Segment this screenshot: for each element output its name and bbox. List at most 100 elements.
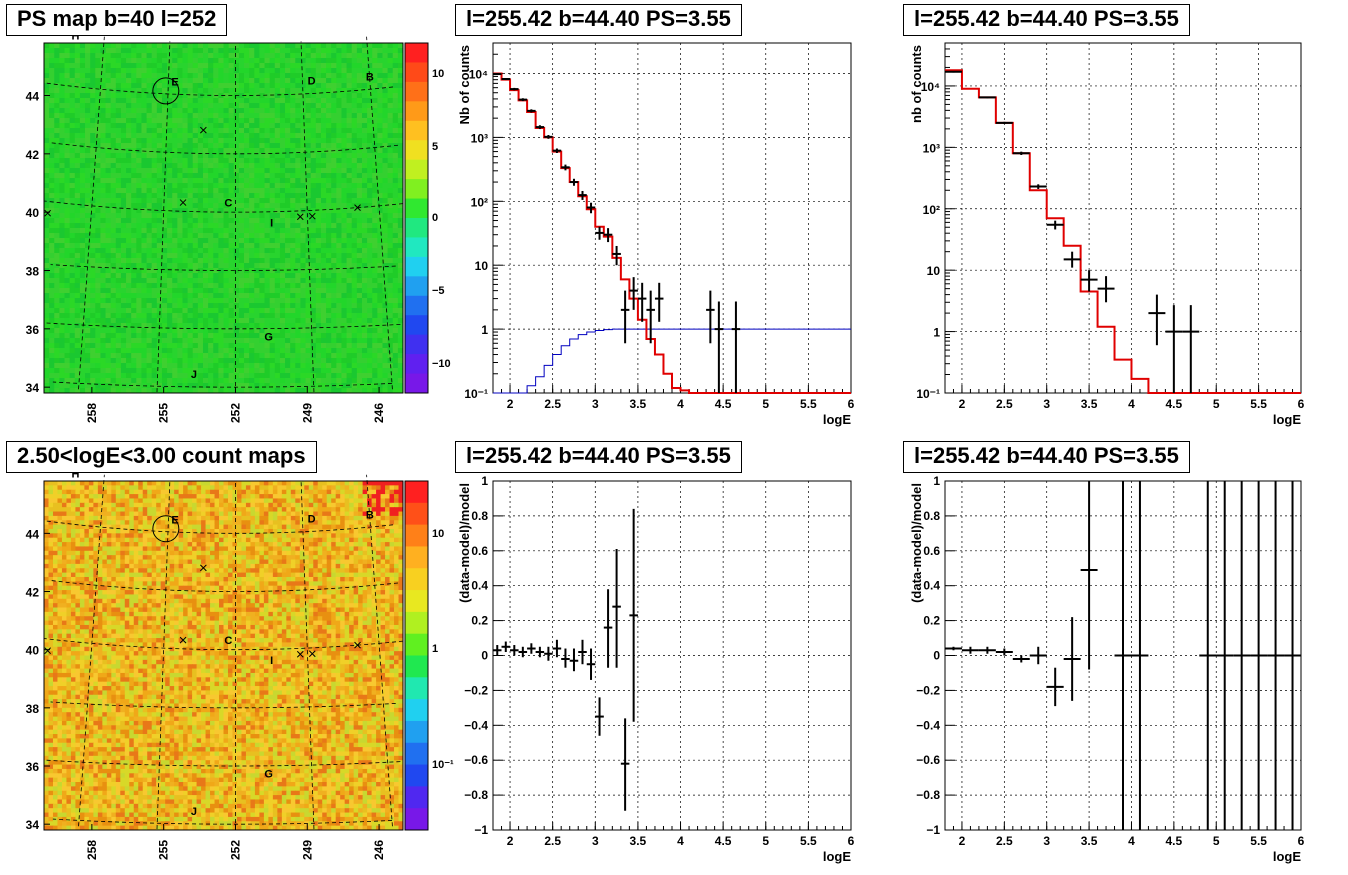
map1-cell [315, 253, 322, 259]
map1-cell [110, 93, 117, 99]
map1-cell [249, 338, 255, 344]
map1-cell [208, 78, 214, 84]
map1-cell [151, 173, 158, 179]
map1-cell [167, 198, 173, 204]
map1-cell [177, 208, 183, 214]
map1-cell [172, 198, 178, 204]
map1-cell [320, 298, 327, 304]
map1-cell [110, 238, 117, 244]
map1-cell [310, 308, 317, 314]
map1-cell [197, 268, 204, 274]
map1-cell [249, 218, 255, 224]
map1-cell [187, 48, 194, 54]
map1-cell [151, 243, 158, 249]
map1-cell [115, 338, 122, 344]
map1-cell [110, 303, 117, 309]
map1-cell [233, 198, 240, 204]
map1-cell [44, 198, 50, 204]
map1-cell [177, 278, 183, 284]
map1-cell [141, 118, 148, 124]
map1-cell [387, 248, 394, 254]
map1-cell [356, 198, 363, 204]
map1-cell [259, 243, 266, 249]
map1-cell [377, 188, 383, 194]
map1-cell [161, 153, 168, 159]
map1-cell [85, 98, 91, 104]
map1-cell [59, 68, 66, 74]
map1-cell [244, 193, 250, 199]
map1-cell [377, 178, 383, 184]
spec2-xtick-label: 3.5 [1081, 397, 1098, 411]
map1-cell [44, 203, 50, 209]
map1-cell [295, 233, 301, 239]
map1-cell [105, 58, 112, 64]
map1-cell [136, 98, 142, 104]
map1-cell [79, 63, 86, 69]
map1-cell [279, 103, 286, 109]
map1-cell [120, 98, 127, 104]
map1-cell [213, 73, 219, 79]
map1-cell [367, 103, 373, 109]
map1-cell [341, 263, 348, 269]
map1-cell [377, 288, 383, 294]
map1-cell [244, 78, 250, 84]
map1-cell [85, 63, 91, 69]
map1-cell [392, 273, 399, 279]
map1-cell [115, 113, 122, 119]
map1-cell [161, 213, 168, 219]
map1-cell [315, 203, 322, 209]
map1-cell [74, 298, 81, 304]
map1-cell [151, 78, 158, 84]
map1-cell [44, 123, 50, 129]
map1-cell [315, 188, 322, 194]
map1-cell [59, 198, 66, 204]
map1-cell [372, 298, 378, 304]
map1-cell [361, 43, 368, 49]
map1-cell [233, 313, 240, 319]
map1-cell [326, 203, 332, 209]
map1-cell [146, 88, 153, 94]
map1-cell [49, 308, 55, 314]
map1-cell [156, 48, 163, 54]
map1-cell [305, 43, 312, 49]
map1-cell [182, 323, 189, 329]
map1-cell [279, 178, 286, 184]
map1-cell [49, 353, 55, 359]
map1-cell [377, 308, 383, 314]
map1-cell [228, 58, 235, 64]
map1-cell [361, 243, 368, 249]
map1-cell [331, 183, 337, 189]
map1-cell [377, 283, 383, 289]
map1-cell [254, 278, 260, 284]
map1-cell [192, 258, 199, 264]
map1-cell [64, 73, 71, 79]
map1-cell [285, 178, 291, 184]
map1-cell [100, 313, 107, 319]
map1-cell [233, 278, 240, 284]
map1-cell [285, 248, 291, 254]
map1-cell [105, 313, 112, 319]
map1-cell [44, 258, 50, 264]
map1-cell [351, 148, 358, 154]
map1-cell [351, 108, 358, 114]
map1-cell [331, 168, 337, 174]
map1-cell [392, 218, 399, 224]
map1-cell [54, 68, 60, 74]
map1-cell [213, 208, 219, 214]
map1-cell [372, 188, 378, 194]
map1-cell [254, 68, 260, 74]
map1-cell [295, 278, 301, 284]
map1-cell [59, 293, 66, 299]
map1-cell [90, 48, 96, 54]
map1-cell [295, 113, 301, 119]
map1-cell [197, 188, 204, 194]
map1-cell [146, 158, 153, 164]
map1-cell [141, 73, 148, 79]
map1-cell [269, 338, 276, 344]
map1-cell [161, 258, 168, 264]
map1-cell [336, 73, 342, 79]
map1-cell [336, 108, 342, 114]
map1-cell [310, 278, 317, 284]
map1-cell [320, 218, 327, 224]
map1-cell [156, 328, 163, 334]
